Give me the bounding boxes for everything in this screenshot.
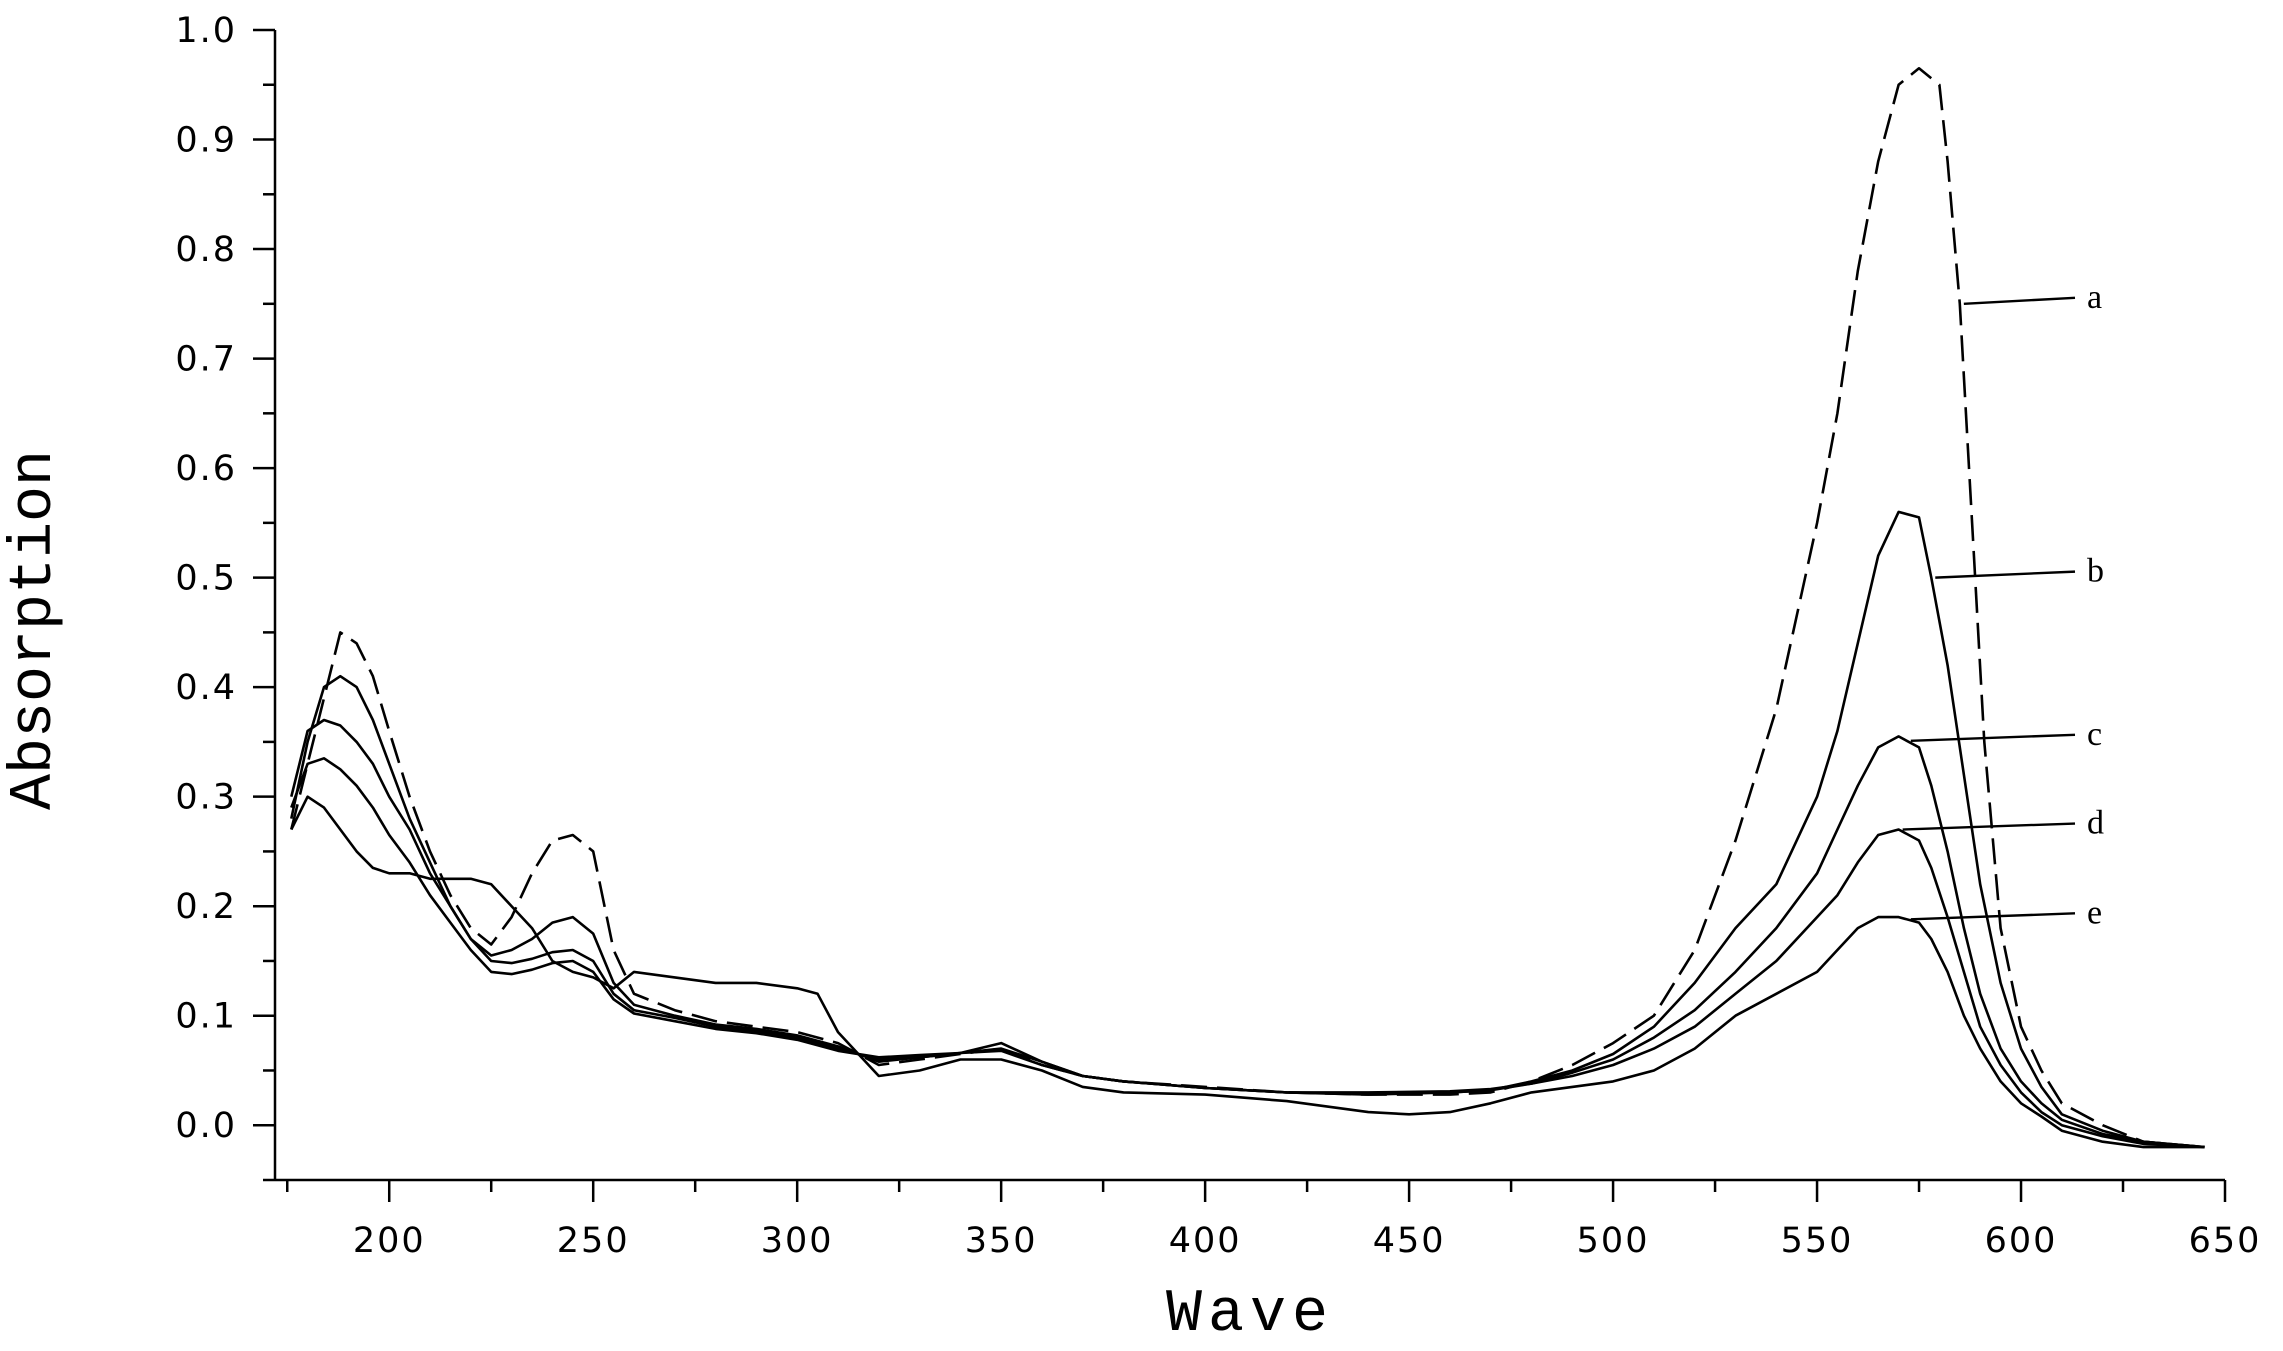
y-tick-label: 0.0: [175, 1106, 237, 1146]
x-tick-label: 600: [1985, 1221, 2058, 1261]
x-tick-label: 400: [1169, 1221, 1242, 1261]
x-tick-label: 200: [353, 1221, 426, 1261]
y-tick-label: 0.5: [175, 559, 237, 599]
y-tick-label: 0.3: [175, 778, 237, 818]
series-label-b: b: [2087, 553, 2104, 590]
leader-line-a: [1963, 296, 2076, 306]
leader-line-c: [1910, 733, 2076, 743]
x-tick-label: 550: [1781, 1221, 1854, 1261]
series-line-c: [290, 718, 2205, 1149]
x-tick-label: 250: [557, 1221, 630, 1261]
x-axis-title: Wave: [1166, 1281, 1334, 1349]
y-tick-label: 1.0: [175, 11, 237, 51]
series-labels: a b c d e: [1902, 279, 2104, 931]
x-tick-label: 300: [761, 1221, 834, 1261]
y-tick-label: 0.9: [175, 121, 237, 161]
y-tick-label: 0.2: [175, 887, 237, 927]
series-label-d: d: [2087, 805, 2104, 842]
series-label-a: a: [2087, 279, 2102, 316]
x-tick-label: 650: [2189, 1221, 2262, 1261]
y-tick-label: 0.6: [175, 449, 237, 489]
leader-line-b: [1935, 570, 2076, 579]
axes: 0.0 0.1 0.2 0.3 0.4 0.5 0.6 0.7 0.8 0.9 1.0 200 250 3…: [175, 11, 2262, 1261]
leader-line-e: [1910, 912, 2076, 921]
y-tick-label: 0.7: [175, 340, 237, 380]
x-tick-label: 350: [965, 1221, 1038, 1261]
series-curves: [290, 67, 2205, 1149]
y-tick-label: 0.8: [175, 230, 237, 270]
series-line-e: [290, 795, 2205, 1149]
x-tick-label: 500: [1577, 1221, 1650, 1261]
series-line-d: [290, 757, 2205, 1149]
y-tick-label: 0.1: [175, 997, 237, 1037]
series-label-c: c: [2087, 716, 2102, 753]
x-tick-label: 450: [1373, 1221, 1446, 1261]
leader-line-d: [1902, 822, 2076, 831]
y-axis-title: Absorption: [1, 450, 69, 810]
y-tick-label: 0.4: [175, 668, 237, 708]
series-line-a: [290, 67, 2205, 1149]
series-label-e: e: [2087, 894, 2102, 931]
